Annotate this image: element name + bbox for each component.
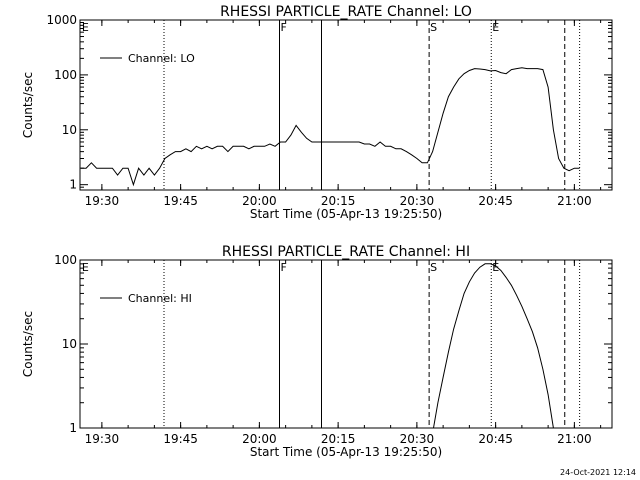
y-tick-label: 10: [62, 337, 77, 351]
legend-label: Channel: HI: [128, 292, 192, 305]
event-marker-label: F: [281, 261, 287, 274]
y-tick-label: 100: [54, 253, 77, 267]
event-marker-label: S: [430, 261, 437, 274]
x-tick-label: 20:30: [400, 194, 435, 208]
event-marker-label: F: [281, 21, 287, 34]
y-tick-label: 1000: [46, 13, 77, 27]
x-tick-label: 20:30: [400, 432, 435, 446]
legend-label: Channel: LO: [128, 52, 195, 65]
x-tick-label: 20:45: [478, 432, 513, 446]
x-tick-label: 20:45: [478, 194, 513, 208]
footer-timestamp: 24-Oct-2021 12:14: [560, 468, 636, 477]
plot-frame: [79, 19, 613, 191]
x-tick-label: 20:15: [321, 432, 356, 446]
chart-panel-1: RHESSI PARTICLE_RATE Channel: HI 19:30 19:…: [21, 244, 613, 459]
x-tick-label: 19:45: [163, 432, 198, 446]
y-axis-label: Counts/sec: [21, 311, 35, 377]
x-axis-label: Start Time (05-Apr-13 19:25:50): [250, 207, 442, 221]
event-marker-label: E: [492, 21, 499, 34]
y-tick-label: 10: [62, 123, 77, 137]
y-axis-label: Counts/sec: [21, 72, 35, 138]
x-tick-label: 20:00: [242, 432, 277, 446]
x-tick-label: 19:45: [163, 194, 198, 208]
event-marker-label: E: [82, 21, 89, 34]
x-axis-label: Start Time (05-Apr-13 19:25:50): [250, 445, 442, 459]
x-tick-label: 21:00: [557, 432, 592, 446]
series-line: [433, 263, 554, 428]
x-tick-label: 20:15: [321, 194, 356, 208]
event-marker-label: S: [430, 21, 437, 34]
series-line: [80, 67, 580, 187]
y-tick-label: 100: [54, 68, 77, 82]
x-tick-label: 19:30: [85, 432, 120, 446]
event-marker-label: E: [82, 261, 89, 274]
y-tick-label: 1: [69, 178, 77, 192]
y-tick-label: 1: [69, 421, 77, 435]
chart-title: RHESSI PARTICLE_RATE Channel: LO: [220, 4, 472, 20]
chart-title: RHESSI PARTICLE_RATE Channel: HI: [222, 244, 470, 260]
chart-panel-0: RHESSI PARTICLE_RATE Channel: LO 19:30 19:…: [21, 4, 613, 221]
x-tick-label: 21:00: [557, 194, 592, 208]
x-tick-label: 20:00: [242, 194, 277, 208]
event-marker-label: E: [492, 261, 499, 274]
x-tick-label: 19:30: [85, 194, 120, 208]
